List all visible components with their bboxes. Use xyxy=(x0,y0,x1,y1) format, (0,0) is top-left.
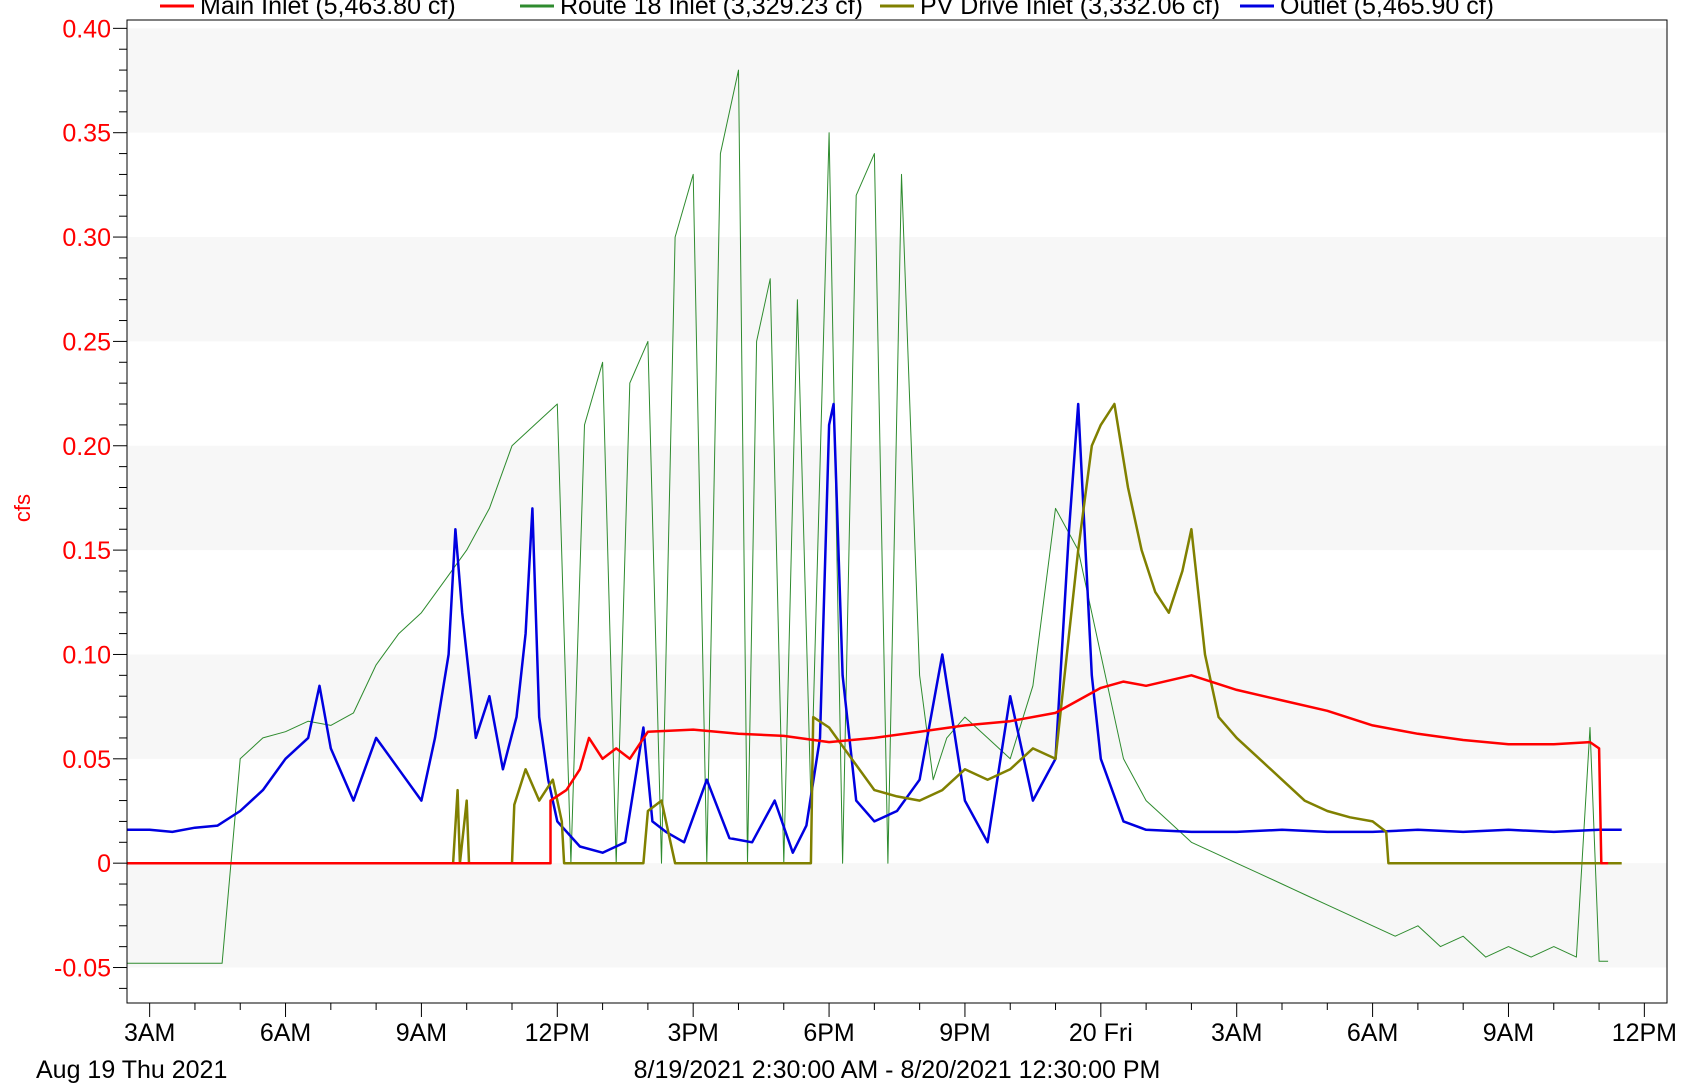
series-line xyxy=(127,402,1622,854)
range-label: 8/19/2021 2:30:00 AM - 8/20/2021 12:30:0… xyxy=(634,1056,1161,1084)
date-label: Aug 19 Thu 2021 xyxy=(36,1056,227,1084)
x-axis: 3AM 6AM 9AM 12PM 3PM 6PM 9PM 20 Fri 3AM 6AM 9AM 12P… xyxy=(124,1003,1677,1047)
x-tick-label: 3AM xyxy=(1211,1019,1262,1047)
grid-band xyxy=(127,237,1667,342)
grid-band xyxy=(127,445,1667,551)
x-tick-label: 20 Fri xyxy=(1069,1019,1133,1047)
y-tick-label: 0.10 xyxy=(62,641,111,669)
y-tick-label: 0.20 xyxy=(62,433,111,461)
legend-label: Route 18 Inlet (3,329.23 cf) xyxy=(560,0,863,20)
y-axis: -0.05 0 0.05 0.10 0.15 0.20 0.25 0.30 0.35 0.40 xyxy=(54,15,127,989)
legend-label: Outlet (5,465.90 cf) xyxy=(1280,0,1494,20)
y-axis-label: cfs xyxy=(10,494,35,522)
y-tick-label: 0.35 xyxy=(62,120,111,148)
series-line xyxy=(127,674,1609,865)
y-tick-label: 0.40 xyxy=(62,15,111,43)
y-tick-label: 0.05 xyxy=(62,746,111,774)
x-tick-label: 6PM xyxy=(803,1019,854,1047)
y-tick-label: 0.30 xyxy=(62,224,111,252)
grid-band xyxy=(127,28,1667,133)
x-tick-label: 9PM xyxy=(939,1019,990,1047)
grid-bands xyxy=(127,28,1667,968)
y-tick-label: 0.25 xyxy=(62,328,111,356)
series-layer xyxy=(127,69,1622,964)
x-tick-label: 3PM xyxy=(667,1019,718,1047)
grid-band xyxy=(127,654,1667,759)
y-tick-label: -0.05 xyxy=(54,955,111,983)
x-tick-label: 12PM xyxy=(1612,1019,1677,1047)
legend: Main Inlet (5,463.80 cf) Route 18 Inlet (… xyxy=(160,0,1494,20)
grid-band xyxy=(127,863,1667,968)
series-line xyxy=(127,402,1622,865)
y-tick-label: 0 xyxy=(97,850,111,878)
legend-label: PV Drive Inlet (3,332.06 cf) xyxy=(920,0,1220,20)
x-tick-label: 6AM xyxy=(260,1019,311,1047)
plot-frame xyxy=(126,19,1668,1004)
x-tick-label: 12PM xyxy=(525,1019,590,1047)
x-tick-label: 9AM xyxy=(1483,1019,1534,1047)
y-tick-label: 0.15 xyxy=(62,537,111,565)
legend-label: Main Inlet (5,463.80 cf) xyxy=(200,0,456,20)
x-tick-label: 9AM xyxy=(396,1019,447,1047)
x-tick-label: 6AM xyxy=(1347,1019,1398,1047)
series-line xyxy=(127,69,1609,964)
x-tick-label: 3AM xyxy=(124,1019,175,1047)
